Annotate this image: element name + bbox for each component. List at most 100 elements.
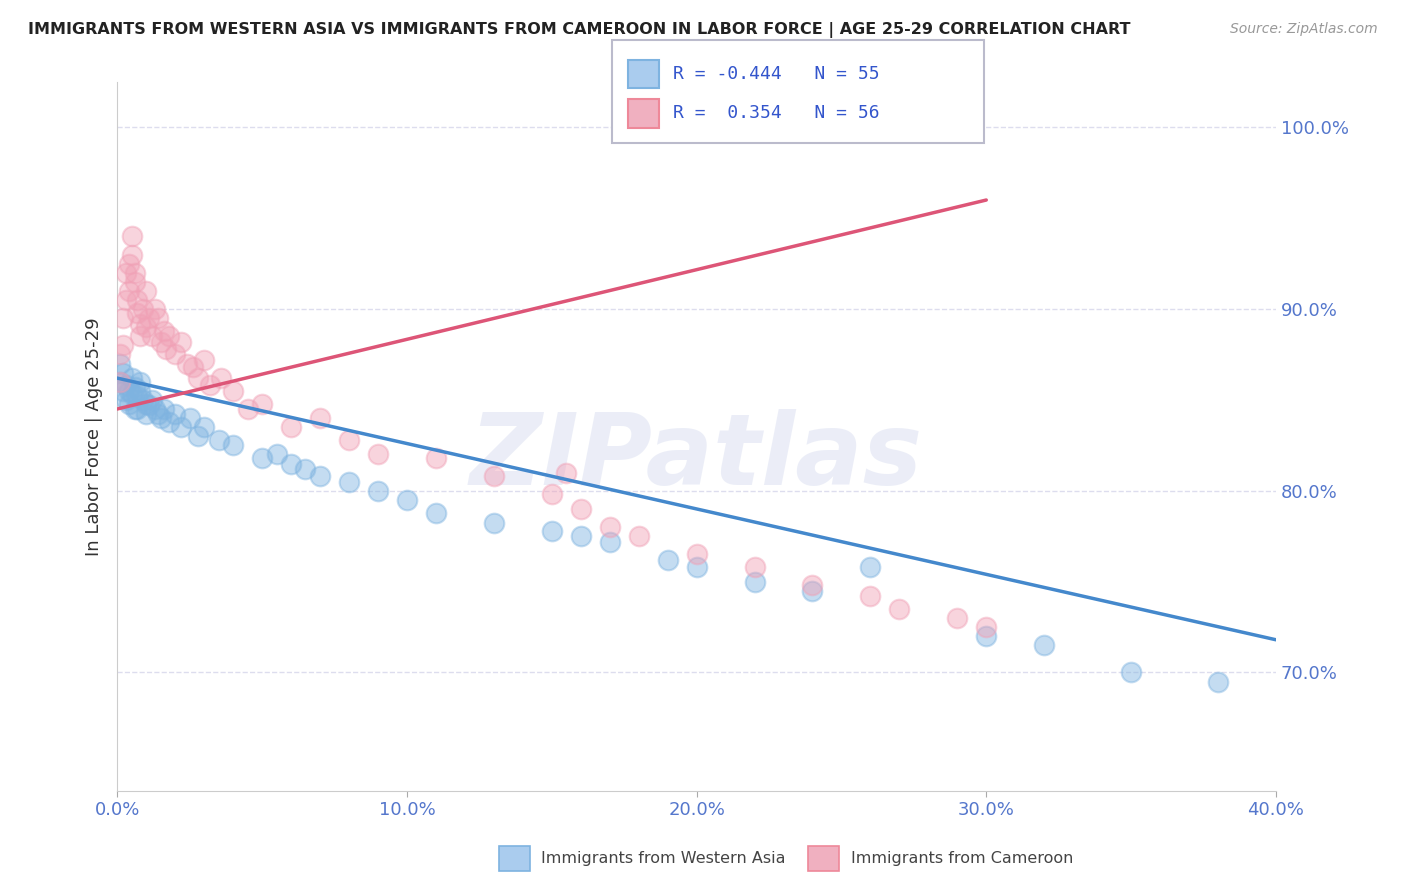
Point (111, 311, 134, 326)
Point (129, 329, 152, 343)
Point (367, 447, 389, 461)
Point (149, 411, 172, 425)
Point (124, 380, 146, 394)
Point (193, 420, 215, 434)
Point (132, 301, 155, 316)
Text: R =  0.354   N = 56: R = 0.354 N = 56 (673, 104, 880, 122)
Point (1119, 665, 1142, 680)
Point (157, 329, 180, 343)
Point (127, 306, 149, 320)
Point (111, 366, 134, 380)
Point (129, 384, 152, 398)
Point (859, 560, 882, 574)
Point (569, 529, 592, 543)
Point (124, 266, 146, 280)
Point (129, 375, 152, 389)
Text: R = -0.444   N = 55: R = -0.444 N = 55 (673, 65, 880, 83)
Point (115, 392, 138, 407)
Point (121, 371, 143, 385)
Point (425, 451, 447, 466)
Point (152, 402, 174, 417)
Point (1033, 638, 1056, 652)
Point (555, 466, 578, 480)
Point (146, 408, 169, 422)
Text: IMMIGRANTS FROM WESTERN ASIA VS IMMIGRANTS FROM CAMEROON IN LABOR FORCE | AGE 25: IMMIGRANTS FROM WESTERN ASIA VS IMMIGRAN… (28, 22, 1130, 38)
Point (108, 347, 131, 361)
Point (149, 334, 172, 349)
Point (236, 402, 259, 417)
Point (685, 560, 707, 574)
Point (1206, 674, 1229, 689)
Point (118, 257, 141, 271)
Point (115, 378, 138, 392)
Text: ZIPatlas: ZIPatlas (470, 409, 924, 506)
Point (121, 229, 143, 244)
Point (657, 553, 679, 567)
Point (222, 438, 245, 452)
Point (111, 338, 134, 352)
Point (482, 469, 505, 483)
Point (129, 317, 152, 331)
Point (135, 320, 157, 334)
Point (540, 487, 562, 501)
Point (155, 342, 177, 356)
Point (138, 398, 160, 412)
Point (889, 602, 911, 616)
Point (143, 402, 166, 417)
Point (294, 462, 316, 476)
Point (135, 284, 157, 298)
Point (165, 408, 187, 422)
Point (181, 360, 204, 375)
Point (946, 611, 969, 625)
Point (179, 411, 201, 425)
Point (115, 293, 138, 307)
Point (118, 284, 141, 298)
Point (127, 389, 149, 403)
Point (482, 516, 505, 531)
Point (141, 329, 163, 343)
Point (165, 347, 187, 361)
Point (627, 529, 650, 543)
Point (187, 429, 209, 443)
Point (176, 357, 198, 371)
Point (157, 415, 180, 429)
Point (801, 583, 824, 598)
Point (222, 384, 245, 398)
Point (337, 475, 360, 489)
Y-axis label: In Labor Force | Age 25-29: In Labor Force | Age 25-29 (86, 317, 103, 556)
Point (198, 378, 221, 392)
Point (599, 534, 621, 549)
Point (211, 371, 233, 385)
Point (127, 293, 149, 307)
Point (540, 524, 562, 538)
Point (859, 589, 882, 603)
Point (138, 311, 160, 326)
Point (309, 469, 332, 483)
Point (309, 411, 332, 425)
Point (152, 324, 174, 338)
Point (146, 311, 169, 326)
Point (108, 357, 131, 371)
Point (115, 266, 138, 280)
Point (124, 402, 146, 417)
Point (207, 433, 229, 447)
Point (744, 574, 766, 589)
Point (744, 560, 766, 574)
Point (569, 502, 592, 516)
Point (266, 447, 288, 461)
Point (111, 384, 134, 398)
Point (337, 433, 360, 447)
Point (121, 247, 143, 261)
Point (280, 457, 302, 471)
Point (121, 387, 143, 401)
Point (170, 420, 193, 434)
Point (280, 420, 302, 434)
Point (395, 492, 418, 507)
Text: Immigrants from Western Asia: Immigrants from Western Asia (541, 851, 786, 865)
Point (367, 483, 389, 498)
Point (127, 402, 149, 417)
Point (599, 520, 621, 534)
Point (425, 506, 447, 520)
Point (108, 375, 131, 389)
Text: Immigrants from Cameroon: Immigrants from Cameroon (851, 851, 1073, 865)
